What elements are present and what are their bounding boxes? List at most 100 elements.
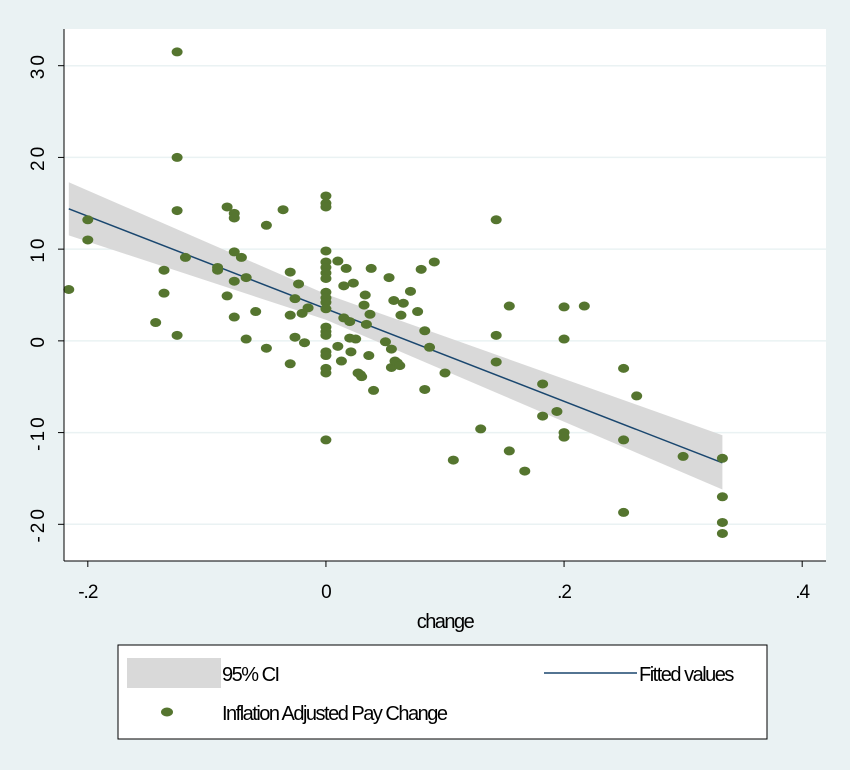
data-point (228, 247, 240, 257)
data-point (415, 264, 427, 274)
data-point (260, 220, 272, 230)
legend-fitted-label: Fitted values (639, 664, 734, 686)
data-point (379, 337, 391, 347)
data-point (631, 391, 643, 401)
data-point (235, 252, 247, 262)
x-axis-ticks: -.2 0 .2 .4 (78, 561, 812, 603)
y-tick-label: 20 (28, 144, 49, 171)
data-point (618, 363, 630, 373)
data-point (82, 215, 94, 225)
data-point (439, 368, 451, 378)
data-point (394, 361, 406, 371)
data-point (320, 202, 332, 212)
data-point (277, 205, 289, 215)
data-point (171, 152, 183, 162)
data-point (519, 466, 531, 476)
scatter-points (63, 47, 728, 538)
legend: 95% CI Fitted values Inflation Adjusted … (117, 644, 768, 740)
data-point (320, 246, 332, 256)
data-point (365, 263, 377, 273)
y-tick-label: 30 (28, 52, 49, 79)
data-point (356, 372, 368, 382)
data-point (320, 304, 332, 314)
data-point (171, 206, 183, 216)
data-point (320, 368, 332, 378)
data-point (320, 297, 332, 307)
data-point (289, 332, 301, 342)
data-point (63, 284, 75, 294)
data-point (335, 356, 347, 366)
data-point (537, 379, 549, 389)
data-point (158, 288, 170, 298)
data-point (360, 319, 372, 329)
data-point (240, 273, 252, 283)
legend-ci-swatch (127, 658, 221, 688)
data-point (368, 385, 380, 395)
data-point (551, 406, 563, 416)
data-point (179, 252, 191, 262)
data-point (475, 424, 487, 434)
x-tick-label: .4 (795, 582, 810, 603)
data-point (716, 517, 728, 527)
data-point (424, 342, 436, 352)
data-point (350, 334, 362, 344)
data-point (320, 273, 332, 283)
axes (63, 29, 826, 562)
data-point (284, 267, 296, 277)
data-point (618, 507, 630, 517)
data-point (412, 307, 424, 317)
legend-points-swatch (161, 707, 173, 717)
y-tick-label: 0 (28, 334, 49, 348)
y-tick-label: 10 (28, 236, 49, 263)
data-point (490, 330, 502, 340)
data-point (320, 330, 332, 340)
data-point (320, 351, 332, 361)
x-tick-label: 0 (321, 582, 331, 603)
data-point (240, 334, 252, 344)
legend-ci-label: 95% CI (222, 664, 279, 686)
data-point (383, 273, 395, 283)
data-point (299, 338, 311, 348)
data-point (221, 202, 233, 212)
data-point (490, 215, 502, 225)
data-point (716, 528, 728, 538)
x-tick-label: .2 (557, 582, 571, 603)
data-point (618, 435, 630, 445)
data-point (503, 301, 515, 311)
data-point (250, 307, 262, 317)
data-point (364, 309, 376, 319)
y-tick-label: -10 (28, 414, 49, 450)
data-point (320, 435, 332, 445)
y-axis-ticks: -20 -10 0 10 20 30 (28, 52, 64, 543)
data-point (221, 291, 233, 301)
data-point (344, 317, 356, 327)
data-point (332, 256, 344, 266)
data-point (716, 492, 728, 502)
data-point (340, 263, 352, 273)
data-point (260, 343, 272, 353)
fitted-values-line (68, 208, 723, 464)
data-point (158, 265, 170, 275)
x-axis-title: change (417, 611, 475, 633)
legend-points-label: Inflation Adjusted Pay Change (222, 703, 448, 725)
data-point (359, 290, 371, 300)
data-point (345, 347, 357, 357)
data-point (171, 330, 183, 340)
data-point (385, 344, 397, 354)
data-point (338, 281, 350, 291)
data-point (150, 318, 162, 328)
data-point (332, 341, 344, 351)
data-point (537, 411, 549, 421)
data-point (82, 235, 94, 245)
data-point (358, 300, 370, 310)
data-point (558, 334, 570, 344)
data-point (212, 265, 224, 275)
data-point (228, 276, 240, 286)
data-point (490, 357, 502, 367)
data-point (395, 310, 407, 320)
data-point (388, 296, 400, 306)
data-point (716, 453, 728, 463)
data-point (677, 451, 689, 461)
data-point (397, 298, 409, 308)
